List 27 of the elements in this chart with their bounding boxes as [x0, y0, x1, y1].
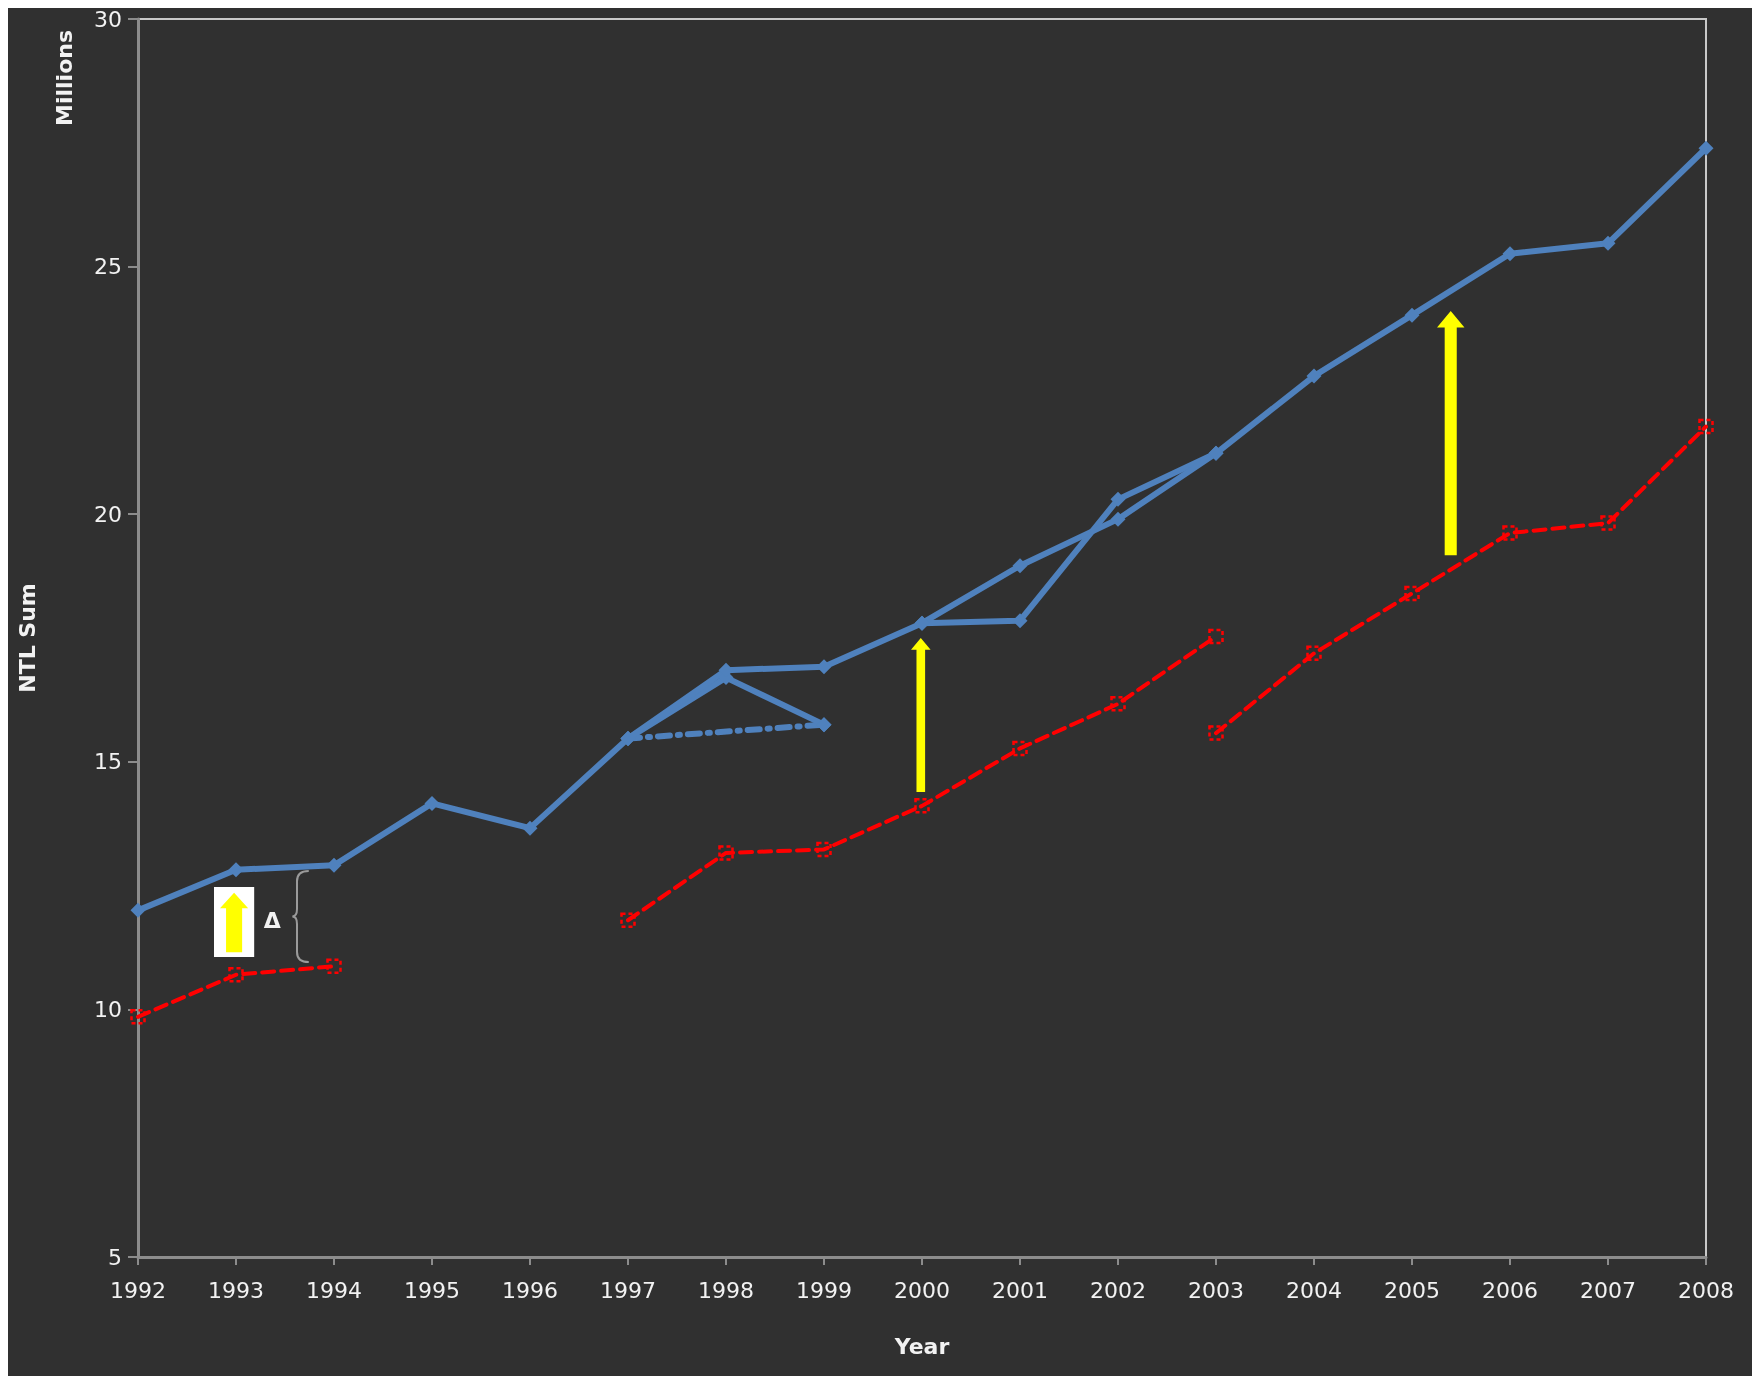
x-axis-title: Year [893, 1333, 950, 1359]
x-tick-label: 1998 [698, 1277, 754, 1303]
x-tick-label: 1997 [600, 1277, 656, 1303]
x-tick-label: 1999 [796, 1277, 852, 1303]
x-tick-label: 2006 [1482, 1277, 1538, 1303]
x-tick-label: 2000 [894, 1277, 950, 1303]
x-tick-label: 2005 [1384, 1277, 1440, 1303]
y-tick-label: 10 [94, 996, 122, 1022]
x-tick-label: 1996 [502, 1277, 558, 1303]
x-tick-label: 2007 [1580, 1277, 1636, 1303]
x-tick-label: 2002 [1090, 1277, 1146, 1303]
y-axis-title: NTL Sum [14, 583, 40, 693]
y-tick-label: 25 [94, 254, 122, 280]
y-tick-label: 15 [94, 749, 122, 775]
x-tick-label: 1994 [306, 1277, 362, 1303]
x-tick-label: 2004 [1286, 1277, 1342, 1303]
annotation: Δ [263, 907, 281, 933]
text: Millions [51, 29, 77, 126]
x-tick-label: 2008 [1678, 1277, 1734, 1303]
x-tick-label: 2001 [992, 1277, 1048, 1303]
x-tick-label: 1993 [208, 1277, 264, 1303]
x-tick-label: 1995 [404, 1277, 460, 1303]
y-tick-label: 30 [94, 6, 122, 32]
y-tick-label: 5 [108, 1244, 122, 1270]
x-tick-label: 2003 [1188, 1277, 1244, 1303]
y-tick-label: 20 [94, 501, 122, 527]
x-tick-label: 1992 [110, 1277, 166, 1303]
